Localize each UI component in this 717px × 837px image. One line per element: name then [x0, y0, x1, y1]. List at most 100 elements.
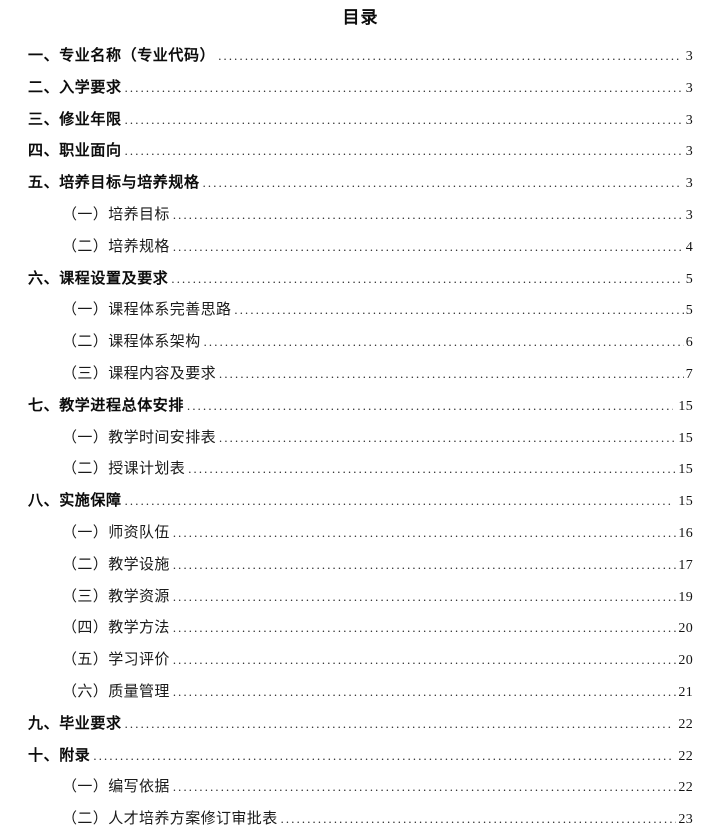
- dot-leader: [125, 142, 681, 160]
- dot-leader: [281, 810, 677, 828]
- toc-entry-label: （二）人才培养方案修订审批表: [62, 811, 278, 828]
- dot-leader: [187, 397, 673, 415]
- page-title: 目录: [342, 8, 379, 27]
- toc-entry-page: 3: [685, 49, 693, 64]
- toc-entry: （一）编写依据 22: [28, 768, 693, 800]
- toc-entry-label: （二）教学设施: [62, 556, 170, 573]
- toc-entry-label: 七、教学进程总体安排: [28, 397, 185, 414]
- toc-entry-page: 3: [685, 144, 693, 160]
- toc-entry: （一）师资队伍 16: [28, 514, 693, 546]
- dot-leader: [188, 460, 676, 478]
- dot-leader: [234, 301, 683, 319]
- toc-entry-label: 六、课程设置及要求: [28, 270, 169, 287]
- toc-entry: 三、修业年限 3: [28, 101, 693, 133]
- toc-entry-label: 十、附录: [28, 747, 91, 764]
- toc-entry-label: （三）教学资源: [62, 588, 170, 605]
- toc-entry: 五、培养目标与培养规格 3: [28, 164, 693, 196]
- toc-entry-page: 3: [685, 80, 693, 96]
- toc-entry-page: 19: [678, 589, 693, 605]
- toc-entry-label: （二）课程体系架构: [62, 334, 201, 351]
- toc-entry: 七、教学进程总体安排 15: [28, 387, 693, 419]
- toc-entry: （二）人才培养方案修订审批表 23: [28, 800, 693, 832]
- toc-entry: 一、专业名称（专业代码） 3: [28, 37, 693, 69]
- toc-entry: （五）学习评价 20: [28, 641, 693, 673]
- toc-entry: 二、入学要求 3: [28, 69, 693, 101]
- toc-entry-label: （二）培养规格: [62, 238, 170, 255]
- toc-entry-label: 二、入学要求: [28, 79, 122, 96]
- toc-entry-page: 23: [678, 812, 693, 828]
- dot-leader: [173, 556, 677, 574]
- toc-entry: （一）课程体系完善思路 5: [28, 291, 693, 323]
- toc-entry-page: 6: [685, 335, 693, 351]
- toc-entry-label: 一、专业名称（专业代码）: [28, 48, 216, 64]
- dot-leader: [219, 365, 684, 383]
- dot-leader: [125, 79, 681, 97]
- toc-entry: 四、职业面向 3: [28, 132, 693, 164]
- toc-entry-label: 八、实施保障: [28, 493, 122, 510]
- toc-entry: 九、毕业要求 22: [28, 705, 693, 737]
- dot-leader: [173, 524, 677, 542]
- toc-entry-page: 3: [685, 112, 693, 128]
- toc-entry-label: 三、修业年限: [28, 111, 122, 128]
- toc-entry: （二）授课计划表 15: [28, 450, 693, 482]
- toc-entry-label: （六）质量管理: [62, 683, 170, 700]
- toc-entry-label: （四）教学方法: [62, 620, 170, 637]
- toc-entry: 十、附录 22: [28, 737, 693, 769]
- toc-entry-page: 22: [678, 716, 693, 732]
- dot-leader: [219, 429, 676, 447]
- toc-entry-label: （一）编写依据: [62, 779, 170, 796]
- toc-entry-label: （一）课程体系完善思路: [62, 302, 232, 319]
- toc-entry-page: 15: [678, 494, 693, 510]
- dot-leader: [125, 111, 681, 129]
- toc-entry-page: 15: [678, 462, 693, 478]
- toc-entry-label: （二）授课计划表: [62, 461, 186, 478]
- dot-leader: [218, 47, 680, 65]
- toc-entry: （二）教学设施 17: [28, 546, 693, 578]
- toc-entry: （六）质量管理 21: [28, 673, 693, 705]
- toc-entry-page: 3: [685, 176, 693, 192]
- toc-entry-label: 四、职业面向: [28, 143, 122, 160]
- toc-entry: 六、课程设置及要求 5: [28, 260, 693, 292]
- toc-entry-label: 九、毕业要求: [28, 715, 122, 732]
- toc-entry: （一）培养目标 3: [28, 196, 693, 228]
- toc-entry-page: 21: [678, 684, 693, 700]
- dot-leader: [125, 492, 674, 510]
- toc-entry-page: 5: [685, 303, 693, 319]
- toc-entry-page: 17: [678, 557, 693, 573]
- table-of-contents: 一、专业名称（专业代码）3二、入学要求3三、修业年限3四、职业面向3五、培养目标…: [28, 37, 693, 832]
- toc-entry: 八、实施保障 15: [28, 482, 693, 514]
- dot-leader: [173, 683, 677, 701]
- toc-entry: （三）课程内容及要求 7: [28, 355, 693, 387]
- toc-entry: （一）教学时间安排表 15: [28, 419, 693, 451]
- toc-entry-page: 7: [685, 366, 693, 382]
- toc-entry-label: （一）师资队伍: [62, 524, 170, 541]
- dot-leader: [173, 651, 677, 669]
- dot-leader: [125, 715, 674, 733]
- toc-entry-label: 五、培养目标与培养规格: [28, 175, 200, 192]
- toc-entry-label: （一）教学时间安排表: [62, 429, 217, 446]
- dot-leader: [171, 270, 680, 288]
- toc-entry-page: 5: [685, 271, 693, 287]
- toc-entry-label: （一）培养目标: [62, 206, 170, 223]
- toc-entry-page: 15: [678, 430, 693, 446]
- toc-entry-page: 20: [678, 653, 693, 669]
- dot-leader: [173, 619, 677, 637]
- toc-entry-label: （五）学习评价: [62, 652, 170, 669]
- toc-entry-page: 22: [678, 780, 693, 796]
- toc-entry-page: 4: [685, 239, 693, 255]
- toc-entry: （三）教学资源 19: [28, 578, 693, 610]
- toc-entry-page: 20: [678, 621, 693, 637]
- toc-entry-page: 22: [678, 748, 693, 764]
- toc-entry: （二）课程体系架构 6: [28, 323, 693, 355]
- dot-leader: [173, 206, 684, 224]
- toc-entry: （二）培养规格 4: [28, 228, 693, 260]
- toc-entry: （四）教学方法 20: [28, 609, 693, 641]
- toc-entry-page: 15: [678, 398, 693, 414]
- toc-entry-label: （三）课程内容及要求: [62, 365, 217, 382]
- dot-leader: [173, 238, 684, 256]
- dot-leader: [203, 174, 681, 192]
- dot-leader: [204, 333, 684, 351]
- toc-entry-page: 3: [685, 207, 693, 223]
- dot-leader: [173, 778, 677, 796]
